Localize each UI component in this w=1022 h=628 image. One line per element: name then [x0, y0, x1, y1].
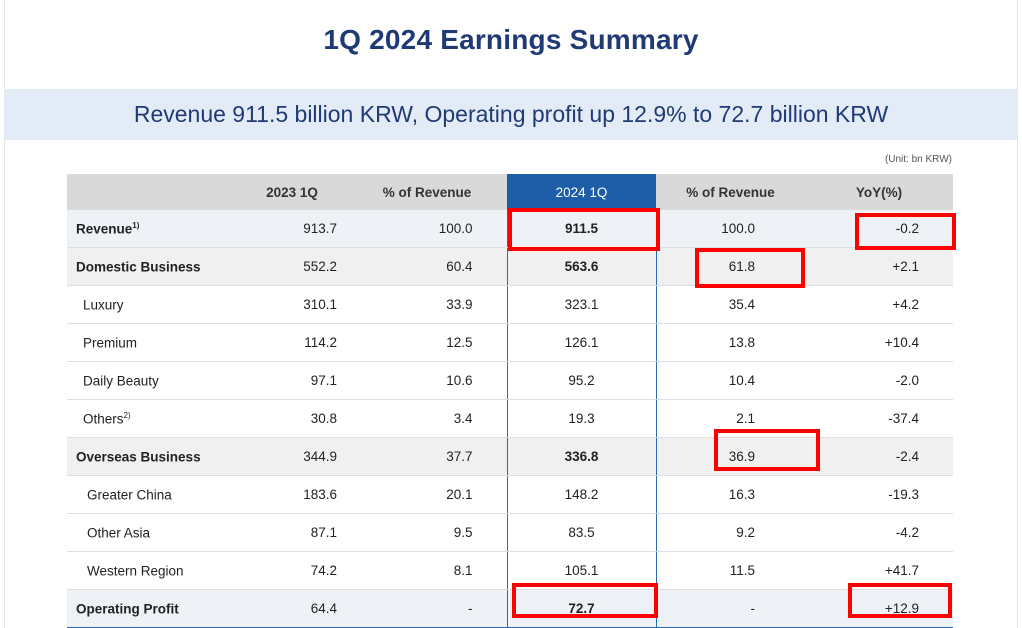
- cell-yoy: -4.2: [805, 513, 953, 552]
- cell-2023: 913.7: [237, 210, 347, 248]
- cell-pct-2023: 12.5: [347, 323, 507, 362]
- cell-2024: 336.8: [506, 437, 657, 476]
- header-yoy: YoY(%): [805, 174, 953, 210]
- cell-pct-2023: 33.9: [347, 285, 507, 324]
- row-label: Premium: [67, 323, 237, 362]
- table-row: Greater China 183.6 20.1 148.2 16.3 -19.…: [67, 475, 953, 514]
- cell-yoy: +4.2: [805, 285, 953, 324]
- highlight-box-revenue-yoy: [855, 213, 956, 250]
- cell-2024: 126.1: [506, 323, 657, 362]
- cell-2023: 64.4: [237, 589, 347, 628]
- cell-2023: 114.2: [237, 323, 347, 362]
- cell-pct-2023: 60.4: [347, 247, 507, 286]
- cell-pct-2024: 9.2: [656, 513, 805, 552]
- cell-2023: 310.1: [237, 285, 347, 324]
- table-row: Others2) 30.8 3.4 19.3 2.1 -37.4: [67, 399, 953, 438]
- cell-pct-2024: -: [656, 589, 805, 628]
- header-pct-revenue-2024: % of Revenue: [656, 174, 805, 210]
- table-row: Western Region 74.2 8.1 105.1 11.5 +41.7: [67, 551, 953, 590]
- cell-2024: 72.7: [506, 589, 657, 628]
- cell-yoy: +2.1: [805, 247, 953, 286]
- page-frame: [4, 0, 1018, 628]
- cell-pct-2023: 3.4: [347, 399, 507, 438]
- table-row: Daily Beauty 97.1 10.6 95.2 10.4 -2.0: [67, 361, 953, 400]
- table-header-row: 2023 1Q % of Revenue 2024 1Q % of Revenu…: [67, 174, 953, 210]
- row-label: Revenue1): [67, 210, 237, 248]
- row-label: Western Region: [67, 551, 237, 590]
- highlight-box-op-profit-2024: [512, 583, 658, 618]
- cell-2023: 87.1: [237, 513, 347, 552]
- table-row: Other Asia 87.1 9.5 83.5 9.2 -4.2: [67, 513, 953, 552]
- row-label: Daily Beauty: [67, 361, 237, 400]
- cell-2023: 30.8: [237, 399, 347, 438]
- header-blank: [67, 174, 237, 210]
- cell-pct-2023: -: [347, 589, 507, 628]
- highlight-box-op-profit-yoy: [848, 583, 952, 618]
- cell-2024: 19.3: [506, 399, 657, 438]
- row-label: Overseas Business: [67, 437, 237, 476]
- cell-pct-2024: 61.8: [656, 247, 805, 286]
- row-label: Operating Profit: [67, 589, 237, 628]
- cell-pct-2023: 100.0: [347, 210, 507, 248]
- cell-2024: 83.5: [506, 513, 657, 552]
- cell-2023: 74.2: [237, 551, 347, 590]
- cell-2023: 97.1: [237, 361, 347, 400]
- highlight-box-domestic-pct: [695, 248, 805, 288]
- summary-banner: Revenue 911.5 billion KRW, Operating pro…: [4, 89, 1018, 140]
- table-row: Domestic Business 552.2 60.4 563.6 61.8 …: [67, 247, 953, 286]
- cell-yoy: -19.3: [805, 475, 953, 514]
- unit-note: (Unit: bn KRW): [884, 154, 952, 165]
- cell-2024: 148.2: [506, 475, 657, 514]
- row-label: Other Asia: [67, 513, 237, 552]
- header-2024-1q: 2024 1Q: [507, 174, 656, 210]
- row-label: Greater China: [67, 475, 237, 514]
- cell-pct-2024: 11.5: [656, 551, 805, 590]
- cell-pct-2024: 35.4: [656, 285, 805, 324]
- table-row: Operating Profit 64.4 - 72.7 - +12.9: [67, 589, 953, 628]
- earnings-table: 2023 1Q % of Revenue 2024 1Q % of Revenu…: [67, 174, 953, 628]
- page-title: 1Q 2024 Earnings Summary: [323, 24, 699, 55]
- cell-pct-2024: 16.3: [656, 475, 805, 514]
- cell-pct-2023: 8.1: [347, 551, 507, 590]
- summary-banner-text: Revenue 911.5 billion KRW, Operating pro…: [133, 101, 889, 127]
- cell-pct-2024: 13.8: [656, 323, 805, 362]
- cell-2024: 911.5: [506, 210, 657, 248]
- cell-yoy: -2.0: [805, 361, 953, 400]
- table-row: Premium 114.2 12.5 126.1 13.8 +10.4: [67, 323, 953, 362]
- row-label: Others2): [67, 399, 237, 438]
- table-row: Overseas Business 344.9 37.7 336.8 36.9 …: [67, 437, 953, 476]
- highlight-box-revenue-2024: [508, 208, 660, 251]
- cell-pct-2023: 9.5: [347, 513, 507, 552]
- cell-pct-2023: 37.7: [347, 437, 507, 476]
- cell-2023: 183.6: [237, 475, 347, 514]
- row-label: Luxury: [67, 285, 237, 324]
- cell-pct-2023: 10.6: [347, 361, 507, 400]
- row-label: Domestic Business: [67, 247, 237, 286]
- header-pct-revenue-2023: % of Revenue: [347, 174, 507, 210]
- cell-2024: 323.1: [506, 285, 657, 324]
- cell-yoy: +12.9: [805, 589, 953, 628]
- cell-pct-2024: 100.0: [656, 210, 805, 248]
- table-row: Luxury 310.1 33.9 323.1 35.4 +4.2: [67, 285, 953, 324]
- cell-2024: 95.2: [506, 361, 657, 400]
- cell-yoy: -2.4: [805, 437, 953, 476]
- cell-yoy: -37.4: [805, 399, 953, 438]
- cell-2023: 552.2: [237, 247, 347, 286]
- cell-pct-2023: 20.1: [347, 475, 507, 514]
- highlight-box-overseas-pct: [714, 429, 820, 471]
- cell-pct-2024: 10.4: [656, 361, 805, 400]
- cell-2023: 344.9: [237, 437, 347, 476]
- cell-yoy: +10.4: [805, 323, 953, 362]
- header-2023-1q: 2023 1Q: [237, 174, 347, 210]
- cell-2024: 563.6: [506, 247, 657, 286]
